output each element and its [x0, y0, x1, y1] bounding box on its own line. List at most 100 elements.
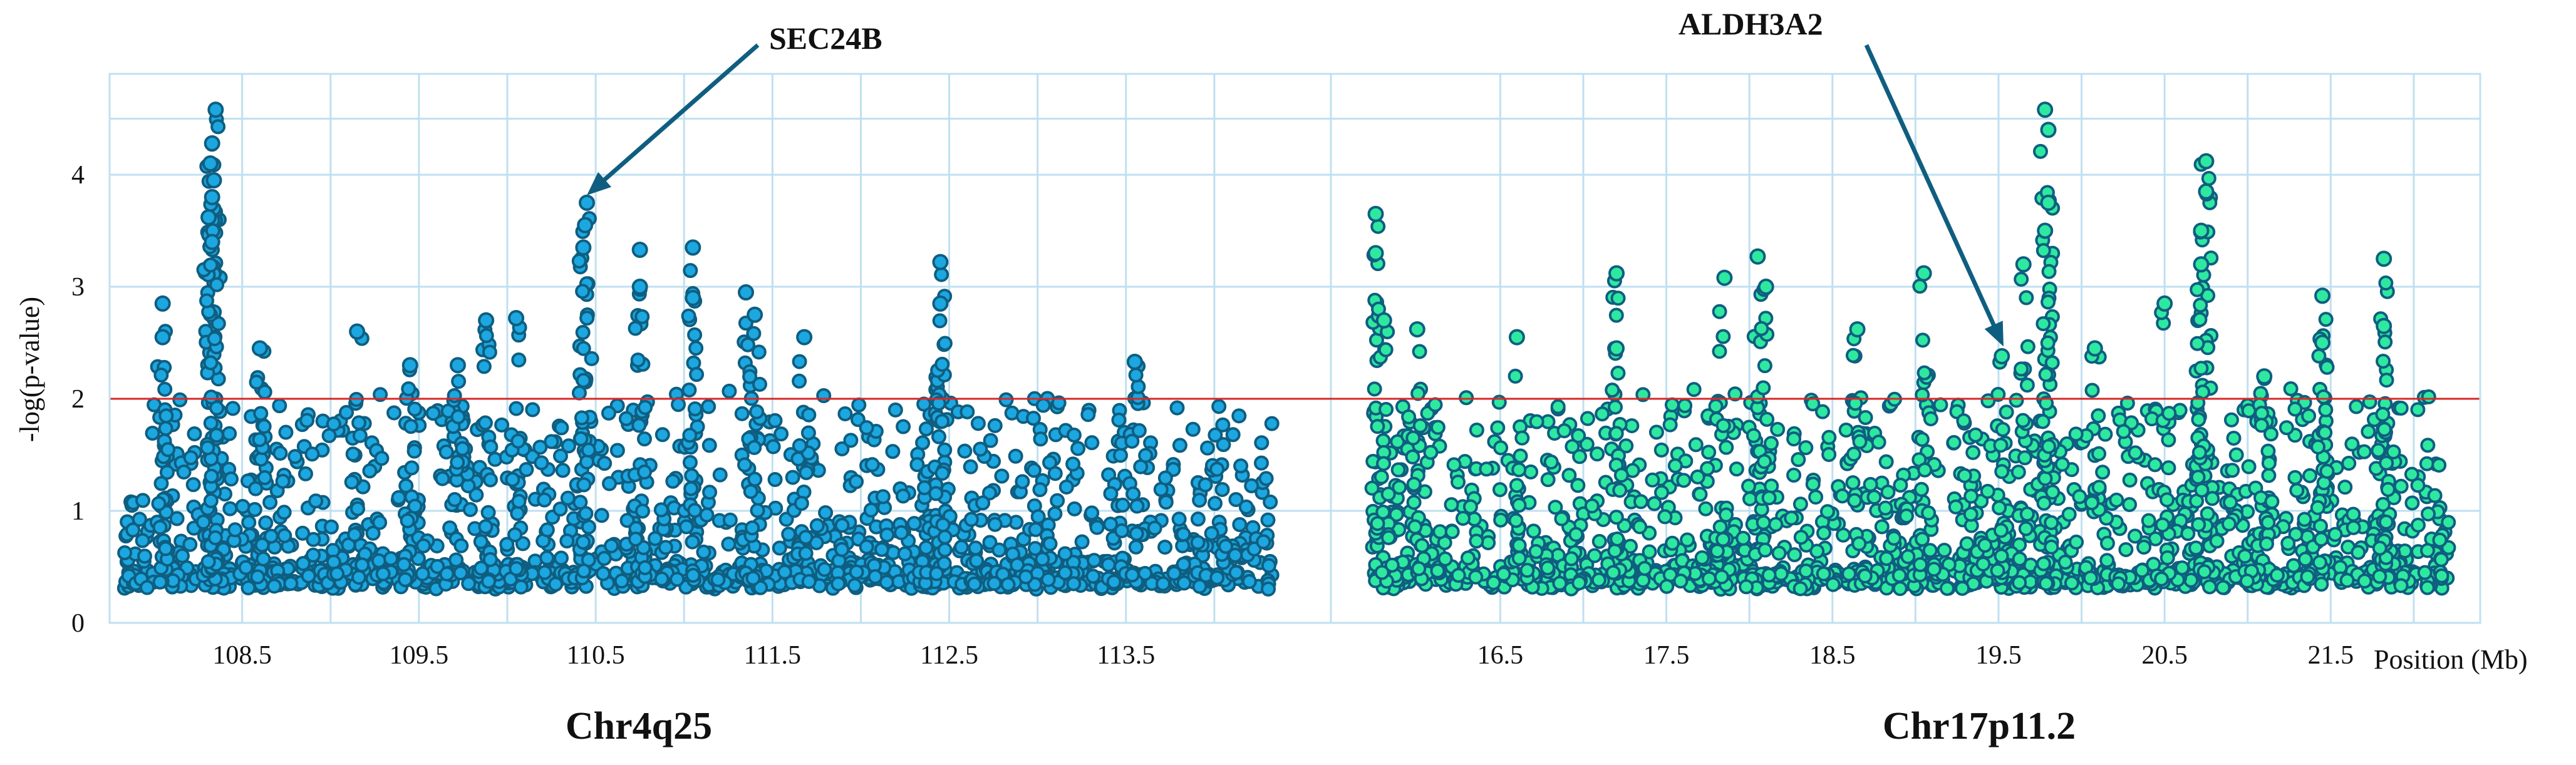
- scatter-point: [2223, 412, 2239, 428]
- scatter-point: [1665, 535, 1680, 551]
- scatter-point: [207, 530, 223, 546]
- scatter-point: [2346, 506, 2361, 522]
- scatter-point: [1486, 575, 1501, 590]
- scatter-point: [157, 381, 173, 397]
- peak-point: [738, 284, 754, 301]
- scatter-point: [1451, 475, 1466, 490]
- scatter-point: [1863, 476, 1878, 492]
- gene-annotations: SEC24B ALDH3A2: [587, 6, 2004, 347]
- scatter-point: [1618, 438, 1634, 454]
- scatter-point: [573, 431, 589, 446]
- scatter-point: [1805, 476, 1821, 492]
- scatter-point: [1852, 434, 1868, 449]
- x-tick-label: 19.5: [1975, 641, 2022, 670]
- scatter-point: [473, 560, 489, 576]
- scatter-point: [1563, 551, 1579, 567]
- scatter-point: [2091, 408, 2106, 424]
- scatter-point: [248, 481, 264, 496]
- scatter-point: [1816, 525, 1831, 541]
- scatter-point: [1633, 494, 1648, 510]
- scatter-point: [1692, 486, 1708, 502]
- scatter-point: [1642, 544, 1657, 560]
- scatter-point: [792, 354, 807, 369]
- scatter-point: [2099, 553, 2115, 568]
- scatter-point: [1659, 578, 1675, 594]
- scatter-point: [772, 540, 787, 556]
- scatter-point: [2116, 424, 2131, 439]
- scatter-point: [1963, 506, 1979, 522]
- scatter-point: [375, 566, 391, 582]
- scatter-point: [1922, 543, 1938, 558]
- scatter-point: [1968, 427, 1984, 443]
- scatter-point: [799, 465, 814, 481]
- scatter-point: [2297, 511, 2312, 527]
- scatter-point: [792, 438, 807, 453]
- scatter-point: [1084, 435, 1100, 451]
- scatter-point: [867, 569, 883, 585]
- scatter-point: [2226, 431, 2242, 446]
- scatter-point: [637, 560, 653, 575]
- scatter-point: [1757, 542, 1773, 558]
- scatter-point: [1608, 307, 1624, 323]
- peak-point: [1375, 312, 1392, 329]
- scatter-point: [1995, 421, 2010, 437]
- scatter-point: [1042, 536, 1058, 552]
- scatter-point: [1493, 440, 1509, 456]
- scatter-point: [2012, 551, 2027, 567]
- scatter-point: [2127, 528, 2143, 544]
- scatter-point: [834, 518, 850, 533]
- scatter-point: [2014, 361, 2029, 377]
- scatter-point: [2215, 580, 2231, 595]
- scatter-point: [478, 328, 494, 344]
- scatter-point: [2287, 401, 2303, 417]
- scatter-point: [225, 401, 241, 416]
- scatter-point: [2122, 497, 2138, 513]
- scatter-point: [1653, 442, 1669, 458]
- peak-point: [1409, 321, 1425, 338]
- scatter-point: [1437, 551, 1453, 567]
- scatter-point: [1729, 461, 1744, 477]
- scatter-point: [306, 531, 321, 547]
- scatter-point: [935, 517, 951, 533]
- peak-point: [2015, 256, 2032, 273]
- scatter-point: [2136, 539, 2152, 555]
- peak-point: [2198, 183, 2215, 200]
- scatter-point: [798, 530, 814, 545]
- scatter-point: [1018, 569, 1033, 585]
- scatter-point: [689, 367, 705, 382]
- scatter-point: [425, 406, 441, 421]
- scatter-point: [1469, 533, 1484, 549]
- scatter-point: [1893, 477, 1908, 493]
- scatter-point: [539, 522, 555, 538]
- scatter-point: [1939, 580, 1955, 596]
- scatter-point: [1066, 427, 1082, 443]
- scatter-point: [1990, 563, 2005, 578]
- scatter-point: [1858, 409, 1873, 425]
- scatter-point: [1511, 550, 1527, 566]
- scatter-point: [1514, 430, 1530, 446]
- scatter-point: [1190, 511, 1206, 527]
- scatter-point: [2419, 543, 2435, 558]
- scatter-point: [1209, 570, 1225, 585]
- scatter-point: [1028, 521, 1043, 537]
- scatter-point: [594, 508, 609, 523]
- scatter-point: [1540, 472, 1556, 488]
- scatter-point: [159, 465, 175, 480]
- scatter-point: [931, 396, 946, 411]
- scatter-point: [1608, 510, 1624, 525]
- scatter-point: [249, 374, 264, 390]
- scatter-point: [1523, 464, 1539, 480]
- scatter-point: [2318, 312, 2334, 327]
- scatter-point: [1845, 475, 1861, 491]
- scatter-point: [1821, 447, 1837, 463]
- scatter-point: [2118, 542, 2134, 557]
- scatter-point: [2351, 545, 2366, 560]
- scatter-point: [1258, 471, 1274, 486]
- scatter-point: [1719, 439, 1734, 455]
- scatter-point: [1225, 427, 1241, 443]
- scatter-point: [187, 426, 202, 442]
- scatter-point: [1414, 538, 1430, 553]
- scatter-point: [687, 503, 703, 518]
- scatter-point: [1701, 571, 1717, 587]
- scatter-point: [747, 439, 762, 455]
